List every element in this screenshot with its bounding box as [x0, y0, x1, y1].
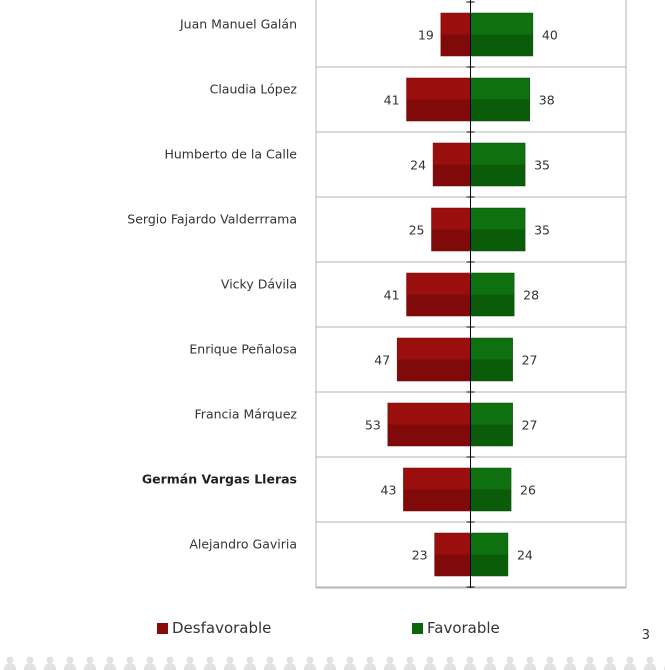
person-icon: [84, 656, 96, 670]
person-icon: [304, 656, 316, 670]
person-icon: [24, 656, 36, 670]
person-icon: [404, 656, 416, 670]
person-icon: [484, 656, 496, 670]
person-icon: [224, 656, 236, 670]
person-icon: [464, 656, 476, 670]
bar-unfavorable: [396, 337, 471, 382]
category-label: Sergio Fajardo Valderrrama: [127, 212, 297, 227]
person-icon: [244, 656, 256, 670]
category-label: Germán Vargas Lleras: [142, 472, 297, 487]
bar-favorable: [470, 207, 526, 252]
bar-favorable: [470, 272, 515, 317]
category-label: Juan Manuel Galán: [179, 17, 297, 32]
person-icon: [344, 656, 356, 670]
bar-unfavorable: [403, 467, 471, 512]
data-label-unfavorable: 25: [409, 223, 425, 238]
person-icon: [64, 656, 76, 670]
page-number: 3: [641, 628, 650, 643]
person-icon: [124, 656, 136, 670]
data-label-favorable: 27: [522, 418, 538, 433]
data-label-favorable: 38: [539, 93, 555, 108]
data-label-unfavorable: 41: [384, 93, 400, 108]
bar-favorable: [470, 12, 534, 57]
data-label-unfavorable: 23: [412, 548, 428, 563]
person-icon: [584, 656, 596, 670]
person-icon: [4, 656, 16, 670]
legend-swatch-favorable: [412, 622, 423, 634]
person-icon: [424, 656, 436, 670]
chart-legend: Desfavorable Favorable: [0, 619, 665, 641]
diverging-bar-chart: Juan Manuel Galán 19 40 Claudia López 41 38 Hu…: [127, 0, 627, 589]
person-icon: [44, 656, 56, 670]
bar-unfavorable: [440, 12, 471, 57]
category-label: Vicky Dávila: [221, 277, 297, 292]
bar-unfavorable: [406, 272, 471, 317]
person-icon: [164, 656, 176, 670]
data-label-unfavorable: 41: [384, 288, 400, 303]
data-label-unfavorable: 24: [410, 158, 426, 173]
data-label-favorable: 27: [522, 353, 538, 368]
person-icon: [284, 656, 296, 670]
data-label-favorable: 35: [534, 158, 550, 173]
category-label: Enrique Peñalosa: [189, 342, 297, 357]
person-icon: [544, 656, 556, 670]
person-icon: [384, 656, 396, 670]
bar-favorable: [470, 337, 513, 382]
person-icon: [564, 656, 576, 670]
bar-favorable: [470, 77, 531, 122]
bar-unfavorable: [406, 77, 471, 122]
person-icon: [144, 656, 156, 670]
data-label-favorable: 40: [542, 28, 558, 43]
data-label-unfavorable: 47: [374, 353, 390, 368]
legend-swatch-unfavorable: [157, 622, 168, 634]
bar-unfavorable: [434, 532, 471, 577]
legend-item-unfavorable: Desfavorable: [157, 619, 271, 637]
data-label-favorable: 35: [534, 223, 550, 238]
person-icon: [184, 656, 196, 670]
person-icon: [364, 656, 376, 670]
data-label-favorable: 26: [520, 483, 536, 498]
person-icon: [604, 656, 616, 670]
person-icon: [624, 656, 636, 670]
category-label: Humberto de la Calle: [164, 147, 297, 162]
person-icon: [644, 656, 656, 670]
legend-label-unfavorable: Desfavorable: [172, 619, 272, 637]
data-label-favorable: 24: [517, 548, 533, 563]
footer-people-icons: [4, 656, 665, 670]
bar-favorable: [470, 532, 509, 577]
person-icon: [104, 656, 116, 670]
bar-favorable: [470, 142, 526, 187]
person-icon: [204, 656, 216, 670]
data-label-unfavorable: 53: [365, 418, 381, 433]
category-label: Claudia López: [210, 82, 298, 97]
person-icon: [324, 656, 336, 670]
legend-item-favorable: Favorable: [412, 619, 500, 637]
data-label-favorable: 28: [523, 288, 539, 303]
category-label: Francia Márquez: [195, 407, 298, 422]
legend-label-favorable: Favorable: [427, 619, 500, 637]
bar-unfavorable: [432, 142, 471, 187]
bar-favorable: [470, 467, 512, 512]
data-label-unfavorable: 43: [381, 483, 397, 498]
category-label: Alejandro Gaviria: [189, 537, 297, 552]
bar-unfavorable: [431, 207, 471, 252]
person-icon: [264, 656, 276, 670]
person-icon: [524, 656, 536, 670]
person-icon: [504, 656, 516, 670]
bar-unfavorable: [387, 402, 471, 447]
data-label-unfavorable: 19: [418, 28, 434, 43]
person-icon: [444, 656, 456, 670]
bar-favorable: [470, 402, 513, 447]
